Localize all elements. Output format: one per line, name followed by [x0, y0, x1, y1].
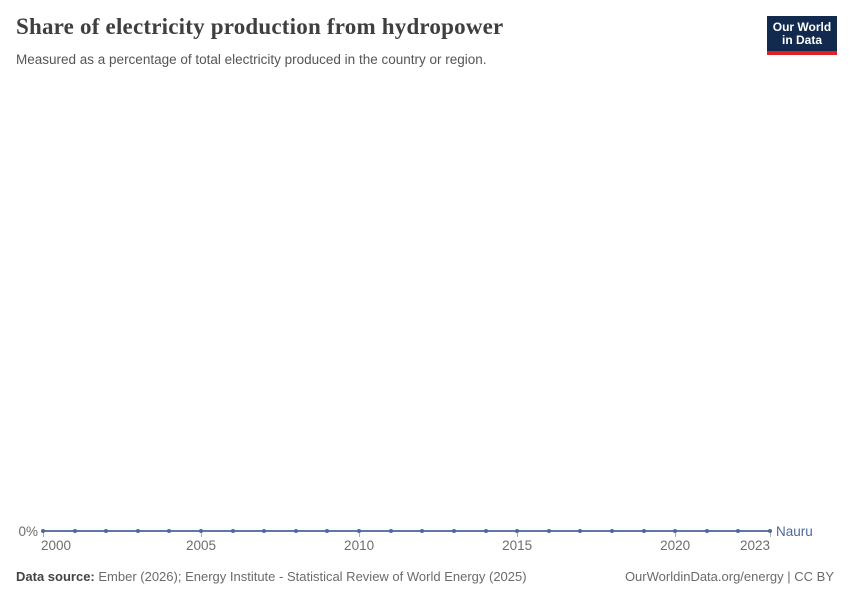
data-point-marker	[451, 529, 456, 533]
x-axis-tick	[201, 533, 203, 537]
data-point-marker	[483, 529, 488, 533]
x-axis-tick	[675, 533, 677, 537]
data-point-marker	[673, 529, 678, 533]
data-point-marker	[704, 529, 709, 533]
data-point-marker	[293, 529, 298, 533]
data-point-marker	[72, 529, 77, 533]
data-point-marker	[357, 529, 362, 533]
logo-text-line2: in Data	[781, 33, 822, 47]
data-point-marker	[325, 529, 330, 533]
data-point-marker	[641, 529, 646, 533]
data-point-marker	[104, 529, 109, 533]
owid-logo: Our World in Data	[767, 16, 837, 55]
x-axis-tick	[43, 533, 44, 537]
data-point-marker	[262, 529, 267, 533]
data-point-marker	[736, 529, 741, 533]
data-source-note: Data source: Ember (2026); Energy Instit…	[16, 569, 527, 584]
data-source-label: Data source:	[16, 569, 95, 584]
data-point-marker	[768, 529, 772, 533]
x-axis-tick-label: 2015	[502, 538, 533, 553]
x-axis-tick-label: 2010	[344, 538, 375, 553]
page-title: Share of electricity production from hyd…	[16, 14, 504, 39]
data-point-marker	[609, 529, 614, 533]
data-point-marker	[420, 529, 425, 533]
chart-subtitle: Measured as a percentage of total electr…	[16, 52, 487, 67]
x-axis-tick-label: 2023	[739, 538, 770, 553]
x-axis-tick	[359, 533, 361, 537]
data-point-marker	[167, 529, 172, 533]
logo-text-line1: Our World	[772, 20, 832, 34]
x-axis-tick-label: 2005	[186, 538, 217, 553]
data-point-marker	[135, 529, 140, 533]
x-axis-tick	[517, 533, 519, 537]
y-axis-zero-label: 0%	[18, 524, 38, 539]
data-point-marker	[388, 529, 393, 533]
data-point-marker	[199, 529, 204, 533]
data-point-marker	[41, 529, 45, 533]
license-note: OurWorldinData.org/energy | CC BY	[624, 569, 834, 584]
data-point-marker	[515, 529, 520, 533]
data-point-marker	[230, 529, 235, 533]
data-point-marker	[546, 529, 551, 533]
series-line-nauru	[43, 530, 770, 532]
data-source-text: Ember (2026); Energy Institute - Statist…	[94, 569, 527, 584]
data-point-marker	[578, 529, 583, 533]
entity-label-nauru: Nauru	[776, 524, 813, 539]
x-axis-tick-label: 2000	[41, 538, 72, 553]
x-axis-tick-label: 2020	[660, 538, 691, 553]
x-axis-tick	[770, 533, 771, 537]
